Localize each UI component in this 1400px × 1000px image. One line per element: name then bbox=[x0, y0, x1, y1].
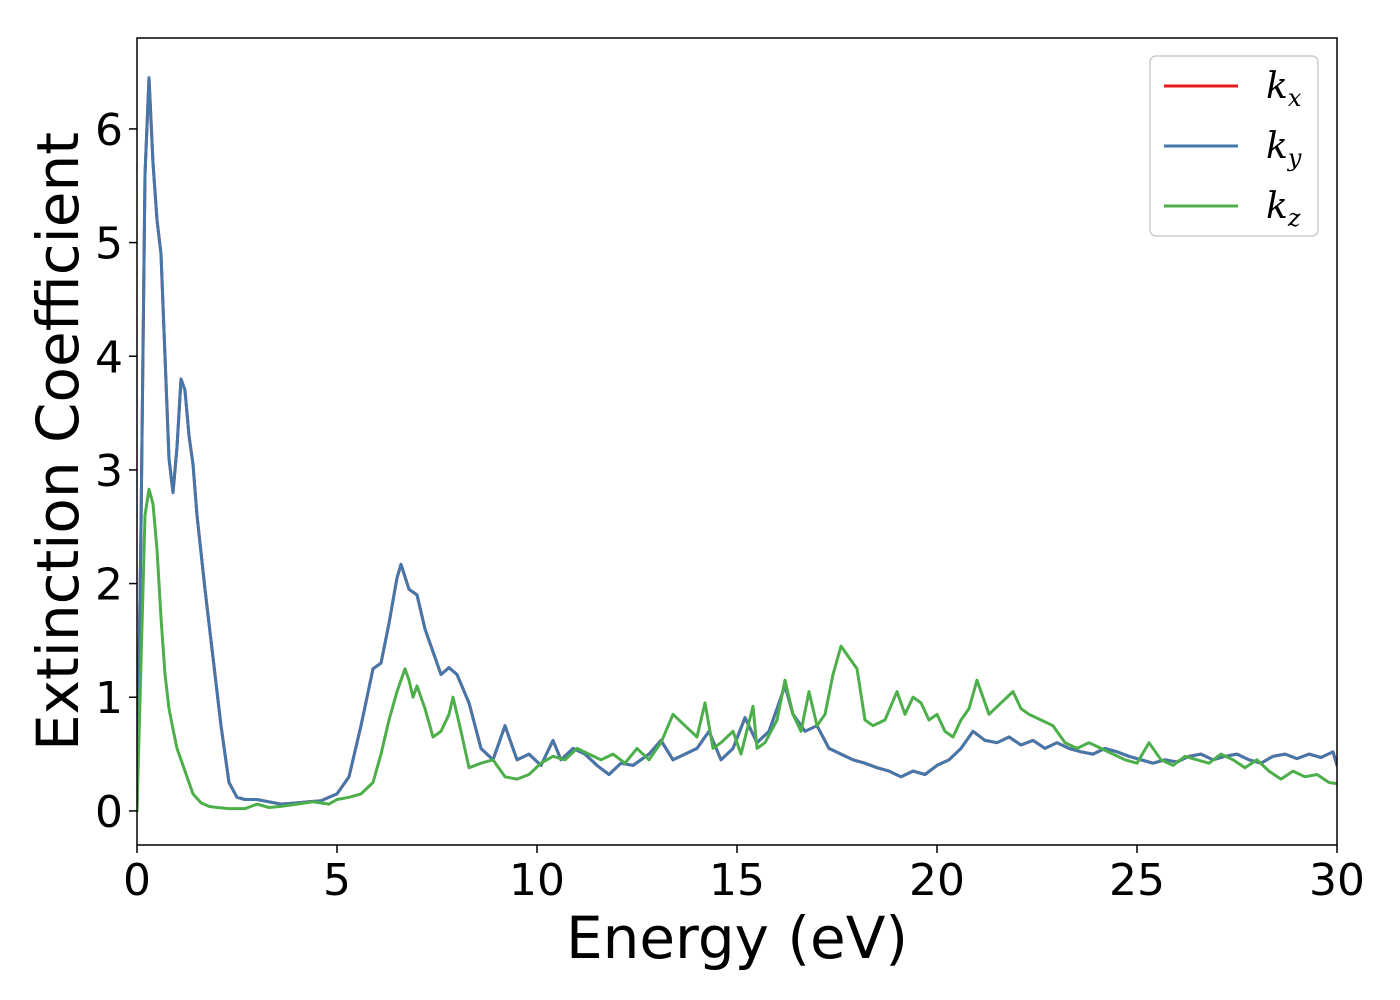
y-tick-label: 6 bbox=[95, 105, 123, 156]
legend-label-y: ky bbox=[1266, 126, 1302, 172]
y-tick-label: 2 bbox=[95, 560, 123, 611]
y-tick-label: 0 bbox=[95, 787, 123, 838]
x-tick-label: 25 bbox=[1109, 855, 1165, 906]
y-axis: 0 1 2 3 4 5 6 bbox=[95, 105, 137, 838]
series-line-y bbox=[137, 76, 1337, 813]
y-tick-label: 5 bbox=[95, 219, 123, 270]
x-axis: 0 5 10 15 20 25 30 bbox=[123, 845, 1365, 906]
x-tick-label: 20 bbox=[909, 855, 965, 906]
x-axis-title: Energy (eV) bbox=[566, 904, 908, 972]
series-line-z bbox=[137, 487, 1337, 813]
legend-label-x: kx bbox=[1266, 66, 1302, 112]
y-tick-label: 1 bbox=[95, 673, 123, 724]
y-axis-title: Extinction Coefficient bbox=[24, 132, 92, 751]
x-tick-label: 15 bbox=[709, 855, 765, 906]
series-layer bbox=[137, 76, 1337, 813]
legend-label-z: kz bbox=[1266, 186, 1301, 232]
x-tick-label: 0 bbox=[123, 855, 151, 906]
legend: kx ky kz bbox=[1149, 55, 1319, 237]
y-tick-label: 3 bbox=[95, 446, 123, 497]
x-tick-label: 5 bbox=[323, 855, 351, 906]
y-tick-label: 4 bbox=[95, 332, 123, 383]
x-tick-label: 10 bbox=[509, 855, 565, 906]
x-tick-label: 30 bbox=[1309, 855, 1365, 906]
